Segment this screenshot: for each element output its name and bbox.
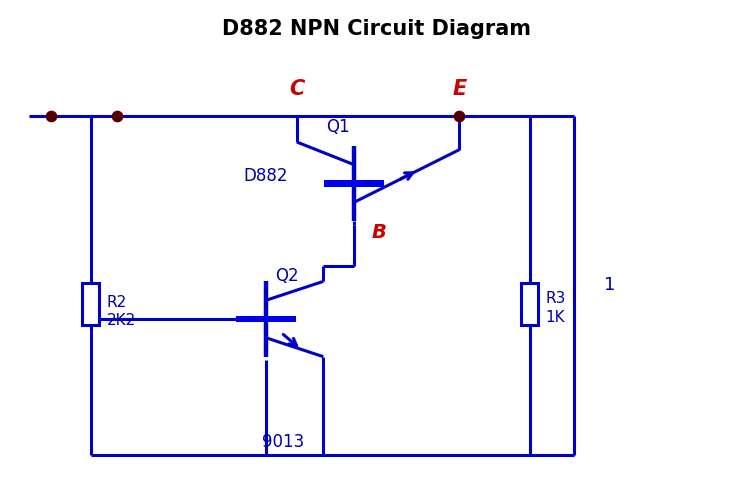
Point [45,112,57,120]
Text: Q2: Q2 [275,267,299,285]
Bar [324,180,384,187]
Text: Q1: Q1 [326,118,350,136]
Text: 9013: 9013 [262,433,304,451]
Text: D882: D882 [244,167,288,185]
Text: 1: 1 [605,276,616,294]
Text: B: B [371,223,387,242]
Point [111,112,123,120]
Bar [82,283,99,325]
Bar [236,316,296,322]
Text: R2
2K2: R2 2K2 [106,295,135,328]
Text: D882 NPN Circuit Diagram: D882 NPN Circuit Diagram [222,19,530,39]
Text: E: E [452,79,466,99]
Text: C: C [290,79,305,99]
Point [453,112,465,120]
Bar [521,283,538,325]
Text: R3
1K: R3 1K [545,291,566,325]
